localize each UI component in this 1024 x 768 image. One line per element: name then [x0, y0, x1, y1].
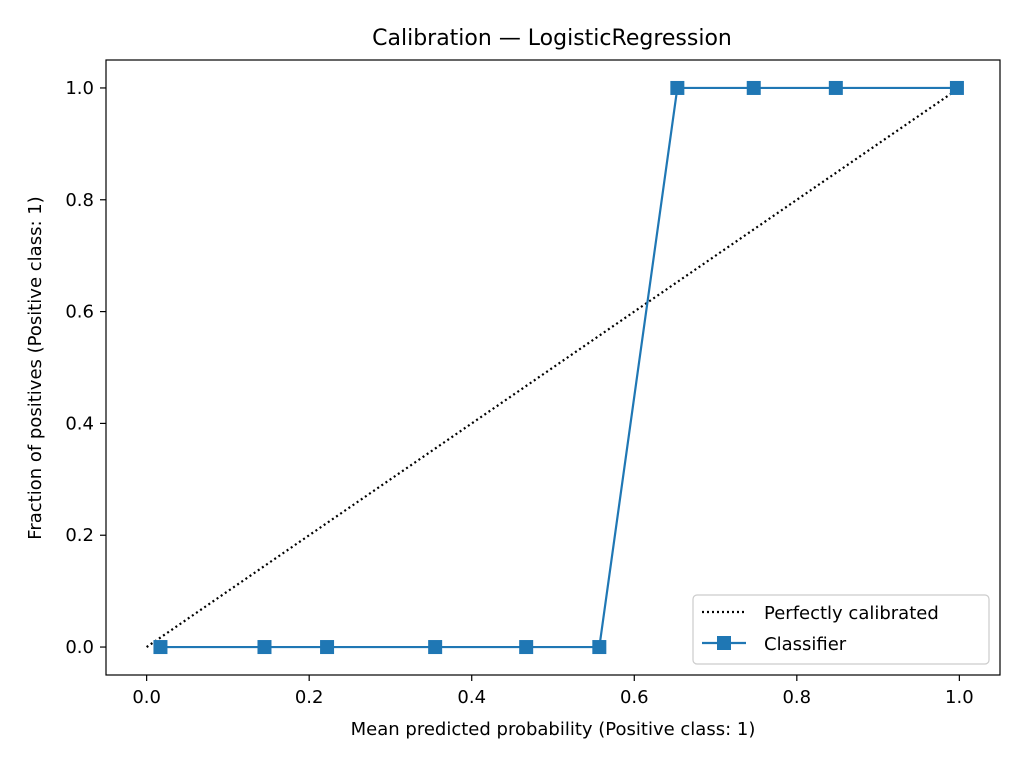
classifier-point: [519, 640, 534, 655]
legend-label-perfect: Perfectly calibrated: [764, 603, 939, 624]
y-tick-label: 1.0: [65, 78, 94, 99]
x-axis-label: Mean predicted probability (Positive cla…: [351, 719, 756, 740]
classifier-point: [257, 640, 272, 655]
x-tick-label: 0.4: [457, 687, 486, 708]
x-tick-label: 1.0: [945, 687, 974, 708]
classifier-point: [746, 80, 761, 95]
classifier-point: [670, 80, 685, 95]
ticks-layer: 0.0 0.2 0.4 0.6 0.8 1.0 0.0 0.2 0.4 0.6 0.8 1.0: [65, 78, 973, 708]
legend-box: [692, 594, 990, 665]
legend: Perfectly calibrated Classifier: [692, 594, 990, 665]
y-tick-label: 0.6: [65, 302, 94, 323]
x-tick-label: 0.8: [782, 687, 811, 708]
classifier-point: [949, 80, 964, 95]
y-tick-label: 0.0: [65, 637, 94, 658]
x-tick-label: 0.6: [620, 687, 649, 708]
chart-title: Calibration — LogisticRegression: [372, 26, 732, 51]
y-tick-label: 0.8: [65, 190, 94, 211]
classifier-point: [828, 80, 843, 95]
classifier-point: [320, 640, 335, 655]
classifier-line: [160, 86, 957, 649]
legend-label-classifier: Classifier: [764, 634, 847, 655]
plot-frame: [105, 59, 1001, 676]
legend-marker-classifier: [717, 636, 731, 650]
series-layer: [146, 80, 964, 655]
classifier-point: [592, 640, 607, 655]
y-axis-label: Fraction of positives (Positive class: 1…: [25, 196, 46, 539]
classifier-point: [153, 640, 168, 655]
x-tick-label: 0.2: [295, 687, 324, 708]
y-tick-label: 0.2: [65, 525, 94, 546]
classifier-point: [428, 640, 443, 655]
y-tick-label: 0.4: [65, 413, 94, 434]
x-tick-label: 0.0: [132, 687, 161, 708]
